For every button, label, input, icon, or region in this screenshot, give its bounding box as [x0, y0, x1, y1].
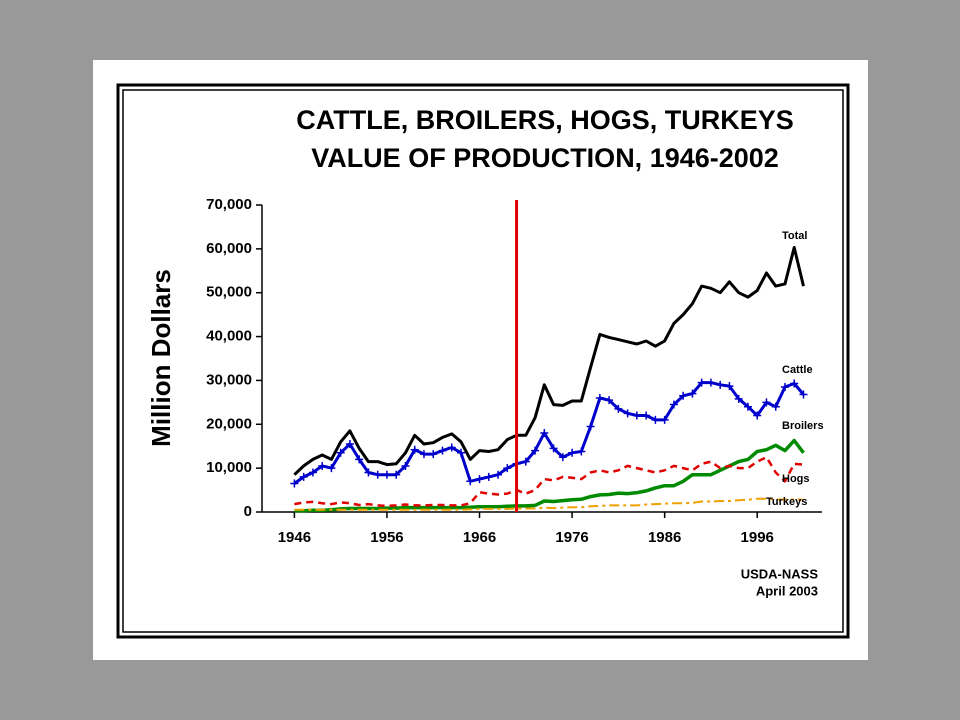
point-marker — [558, 453, 567, 462]
point-marker — [642, 411, 651, 420]
x-tick-label: 1946 — [278, 529, 311, 546]
point-marker — [743, 402, 752, 411]
point-marker — [364, 468, 373, 477]
point-marker — [762, 398, 771, 407]
point-marker — [475, 475, 484, 484]
x-tick-label: 1976 — [555, 529, 588, 546]
y-axis-label: Million Dollars — [146, 269, 176, 447]
point-marker — [734, 394, 743, 403]
series-label: Total — [782, 230, 807, 242]
series-line — [294, 497, 804, 511]
point-marker — [540, 429, 549, 438]
y-tick-label: 0 — [244, 503, 252, 520]
point-marker — [706, 378, 715, 387]
point-marker — [549, 444, 558, 453]
point-marker — [725, 382, 734, 391]
point-marker — [669, 400, 678, 409]
x-tick-label: 1956 — [370, 529, 403, 546]
point-marker — [290, 479, 299, 488]
point-marker — [438, 446, 447, 455]
point-marker — [799, 390, 808, 399]
point-marker — [688, 389, 697, 398]
y-tick-label: 50,000 — [206, 284, 252, 301]
chart-subtitle: VALUE OF PRODUCTION, 1946-2002 — [311, 143, 779, 173]
point-marker — [503, 464, 512, 473]
point-marker — [345, 440, 354, 449]
point-marker — [299, 472, 308, 481]
point-marker — [623, 409, 632, 418]
point-marker — [327, 464, 336, 473]
point-marker — [457, 448, 466, 457]
frame — [116, 83, 850, 639]
x-tick-label: 1986 — [648, 529, 681, 546]
point-marker — [392, 470, 401, 479]
point-marker — [531, 446, 540, 455]
series-label: Turkeys — [766, 496, 807, 508]
point-marker — [447, 443, 456, 452]
point-marker — [466, 477, 475, 486]
y-tick-label: 60,000 — [206, 240, 252, 257]
point-marker — [679, 391, 688, 400]
series-line — [294, 455, 804, 508]
point-marker — [771, 402, 780, 411]
point-marker — [614, 404, 623, 413]
point-marker — [318, 461, 327, 470]
point-marker — [419, 450, 428, 459]
point-marker — [429, 450, 438, 459]
point-marker — [780, 383, 789, 392]
frame-inner — [122, 89, 844, 633]
x-tick-label: 1996 — [741, 529, 774, 546]
point-marker — [753, 411, 762, 420]
y-tick-label: 30,000 — [206, 371, 252, 388]
point-marker — [605, 396, 614, 405]
point-marker — [373, 470, 382, 479]
point-marker — [382, 470, 391, 479]
point-marker — [410, 445, 419, 454]
point-marker — [484, 472, 493, 481]
point-marker — [716, 380, 725, 389]
panel — [93, 60, 868, 660]
point-marker — [697, 378, 706, 387]
series-label: Hogs — [782, 473, 810, 485]
point-marker — [586, 422, 595, 431]
point-marker — [401, 461, 410, 470]
y-tick-label: 10,000 — [206, 459, 252, 476]
x-tick-label: 1966 — [463, 529, 496, 546]
y-tick-label: 20,000 — [206, 415, 252, 432]
y-tick-label: 40,000 — [206, 328, 252, 345]
y-tick-label: 70,000 — [206, 196, 252, 213]
point-marker — [790, 379, 799, 388]
point-marker — [308, 468, 317, 477]
series-label: Broilers — [782, 420, 824, 432]
chart-title: CATTLE, BROILERS, HOGS, TURKEYS — [296, 105, 794, 135]
date: April 2003 — [756, 583, 818, 598]
series-line — [293, 246, 805, 476]
point-marker — [632, 411, 641, 420]
point-marker — [577, 447, 586, 456]
series-line — [294, 438, 805, 513]
source: USDA-NASS — [741, 566, 819, 581]
point-marker — [651, 415, 660, 424]
point-marker — [521, 457, 530, 466]
point-marker — [595, 393, 604, 402]
point-marker — [494, 470, 503, 479]
point-marker — [660, 415, 669, 424]
point-marker — [568, 448, 577, 457]
point-marker — [336, 448, 345, 457]
point-marker — [355, 455, 364, 464]
series-label: Cattle — [782, 364, 813, 376]
